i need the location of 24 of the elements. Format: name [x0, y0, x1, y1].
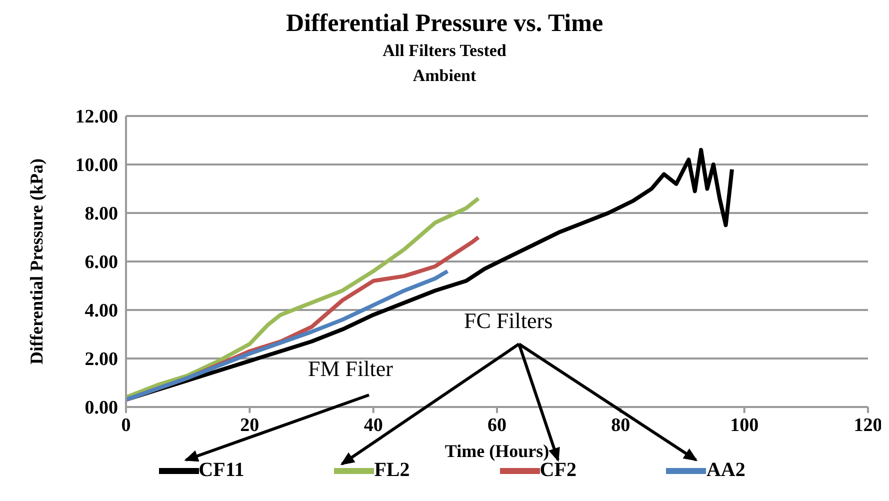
- legend-label: FL2: [373, 459, 410, 482]
- line-series: [126, 148, 734, 402]
- y-axis-title: Differential Pressure (kPa): [26, 158, 46, 364]
- y-tick-label: 4.00: [84, 300, 118, 322]
- x-axis-title: Time (Hours): [444, 441, 550, 461]
- y-tick-label: 0.00: [84, 398, 118, 419]
- chart-title: Differential Pressure vs. Time: [284, 10, 604, 38]
- y-tick-label: 6.00: [84, 252, 118, 274]
- y-tick-label: 12.00: [75, 106, 118, 128]
- x-tick-label: 20: [240, 415, 260, 436]
- chart-subtitle: All Filters Tested Ambient: [382, 40, 508, 87]
- x-tick-label: 60: [488, 415, 506, 436]
- annotation: FM Filter: [308, 356, 393, 382]
- line-series: [126, 269, 450, 402]
- x-tick-label: 0: [121, 415, 131, 436]
- legend-label: AA2: [705, 459, 746, 482]
- y-tick-label: 10.00: [75, 155, 118, 176]
- x-tick-label: 100: [730, 415, 759, 436]
- annotation: FC Filters: [464, 308, 553, 334]
- x-tick-label: 80: [611, 415, 630, 436]
- legend-label: CF11: [198, 459, 244, 482]
- y-tick-label: 8.00: [84, 204, 118, 225]
- x-tick-label: 40: [364, 415, 383, 436]
- y-tick-label: 2.00: [84, 349, 118, 370]
